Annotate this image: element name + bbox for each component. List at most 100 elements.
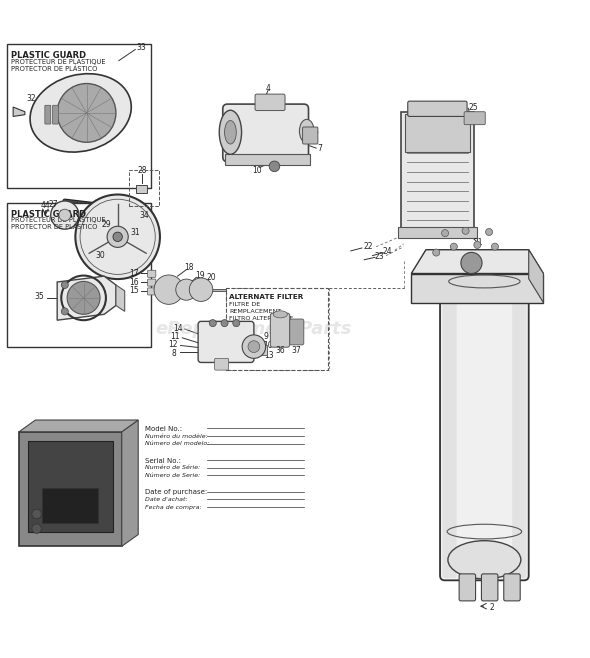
Text: 15: 15 — [129, 286, 139, 295]
Text: 30: 30 — [95, 251, 105, 259]
FancyBboxPatch shape — [440, 268, 529, 580]
Bar — [136, 184, 147, 193]
Circle shape — [450, 243, 457, 250]
Text: Numéro du modèle:: Numéro du modèle: — [145, 434, 208, 438]
Text: PROTECTOR DE PLÁSTICO: PROTECTOR DE PLÁSTICO — [11, 65, 97, 72]
Text: 37: 37 — [292, 345, 301, 355]
FancyBboxPatch shape — [251, 345, 267, 355]
Text: Numéro de Série:: Numéro de Série: — [145, 465, 201, 470]
Text: Date of purchase:: Date of purchase: — [145, 490, 208, 495]
Circle shape — [32, 509, 41, 519]
Circle shape — [67, 282, 100, 315]
Ellipse shape — [299, 119, 314, 143]
Text: PLASTIC GUARD: PLASTIC GUARD — [11, 51, 86, 61]
Text: 25: 25 — [468, 103, 478, 111]
Text: Número de Serie:: Número de Serie: — [145, 473, 201, 478]
FancyBboxPatch shape — [459, 574, 476, 601]
FancyBboxPatch shape — [303, 127, 318, 144]
Text: 6: 6 — [309, 137, 314, 145]
FancyBboxPatch shape — [53, 105, 58, 124]
FancyBboxPatch shape — [408, 101, 467, 116]
Text: Número del modelo:: Número del modelo: — [145, 441, 209, 446]
FancyBboxPatch shape — [405, 114, 470, 151]
Text: 27: 27 — [48, 200, 58, 209]
Text: 1: 1 — [410, 290, 415, 298]
Text: PLASTIC GUARD: PLASTIC GUARD — [11, 210, 86, 219]
Circle shape — [209, 320, 217, 326]
FancyBboxPatch shape — [223, 104, 309, 162]
FancyBboxPatch shape — [290, 319, 304, 345]
Circle shape — [491, 243, 499, 250]
Bar — [19, 432, 122, 546]
Circle shape — [107, 226, 128, 247]
Circle shape — [462, 227, 469, 234]
Text: 3: 3 — [224, 124, 230, 134]
FancyBboxPatch shape — [442, 271, 457, 578]
Text: 18: 18 — [185, 263, 194, 272]
Circle shape — [441, 230, 448, 237]
Polygon shape — [116, 285, 124, 311]
Text: 7: 7 — [317, 143, 322, 153]
Text: 36: 36 — [276, 345, 285, 355]
Text: 13: 13 — [264, 351, 273, 360]
Ellipse shape — [225, 120, 236, 144]
Text: PROTECTEUR DE PLASTIQUE: PROTECTEUR DE PLASTIQUE — [11, 217, 105, 224]
Circle shape — [248, 341, 260, 353]
Polygon shape — [529, 250, 543, 303]
Circle shape — [154, 275, 183, 305]
Text: Serial No.:: Serial No.: — [145, 457, 181, 464]
Text: 22: 22 — [363, 242, 372, 251]
FancyBboxPatch shape — [148, 279, 156, 286]
Text: 23: 23 — [374, 251, 384, 261]
Text: FILTRO ALTERNANTE: FILTRO ALTERNANTE — [230, 316, 294, 321]
FancyBboxPatch shape — [255, 94, 285, 111]
Ellipse shape — [448, 541, 521, 579]
Text: REMPLACEMENT: REMPLACEMENT — [230, 309, 281, 314]
Polygon shape — [19, 420, 138, 432]
FancyBboxPatch shape — [45, 105, 51, 124]
Text: 8: 8 — [171, 349, 176, 358]
Text: 21: 21 — [473, 238, 483, 247]
Circle shape — [76, 195, 160, 279]
Circle shape — [269, 161, 280, 172]
Text: 20: 20 — [207, 274, 217, 282]
Text: ALTERNATE FILTER: ALTERNATE FILTER — [230, 293, 303, 300]
Text: PROTECTOR DE PLÁSTICO: PROTECTOR DE PLÁSTICO — [11, 224, 97, 230]
FancyBboxPatch shape — [512, 271, 526, 578]
Bar — [226, 288, 329, 370]
Polygon shape — [13, 107, 25, 116]
Bar — [129, 170, 159, 206]
Circle shape — [232, 320, 240, 326]
Text: eReplacementParts: eReplacementParts — [156, 320, 352, 338]
Text: 35: 35 — [35, 292, 44, 301]
FancyBboxPatch shape — [481, 574, 498, 601]
Text: FILTRE DE: FILTRE DE — [230, 302, 260, 307]
Text: Date d'achat:: Date d'achat: — [145, 497, 188, 502]
Bar — [42, 488, 99, 523]
Circle shape — [61, 308, 68, 315]
Text: 11: 11 — [170, 332, 179, 341]
Bar — [28, 441, 113, 532]
Text: 19: 19 — [195, 271, 205, 280]
Text: 10: 10 — [252, 166, 261, 175]
Text: 14: 14 — [173, 324, 182, 334]
FancyBboxPatch shape — [148, 270, 156, 277]
Bar — [7, 44, 151, 188]
FancyBboxPatch shape — [225, 154, 310, 164]
Polygon shape — [411, 274, 543, 303]
Text: 32: 32 — [26, 94, 35, 103]
Text: 29: 29 — [101, 220, 111, 229]
FancyBboxPatch shape — [215, 359, 229, 370]
Circle shape — [461, 253, 482, 274]
Circle shape — [80, 199, 155, 274]
Text: 10: 10 — [263, 341, 273, 350]
Circle shape — [32, 524, 41, 534]
Text: 28: 28 — [137, 166, 147, 175]
Text: 2: 2 — [489, 603, 494, 613]
Text: 16: 16 — [129, 278, 139, 286]
Text: 5: 5 — [314, 128, 319, 138]
Polygon shape — [122, 420, 138, 546]
Circle shape — [474, 241, 481, 249]
Ellipse shape — [30, 74, 131, 152]
Text: 17: 17 — [129, 268, 139, 278]
